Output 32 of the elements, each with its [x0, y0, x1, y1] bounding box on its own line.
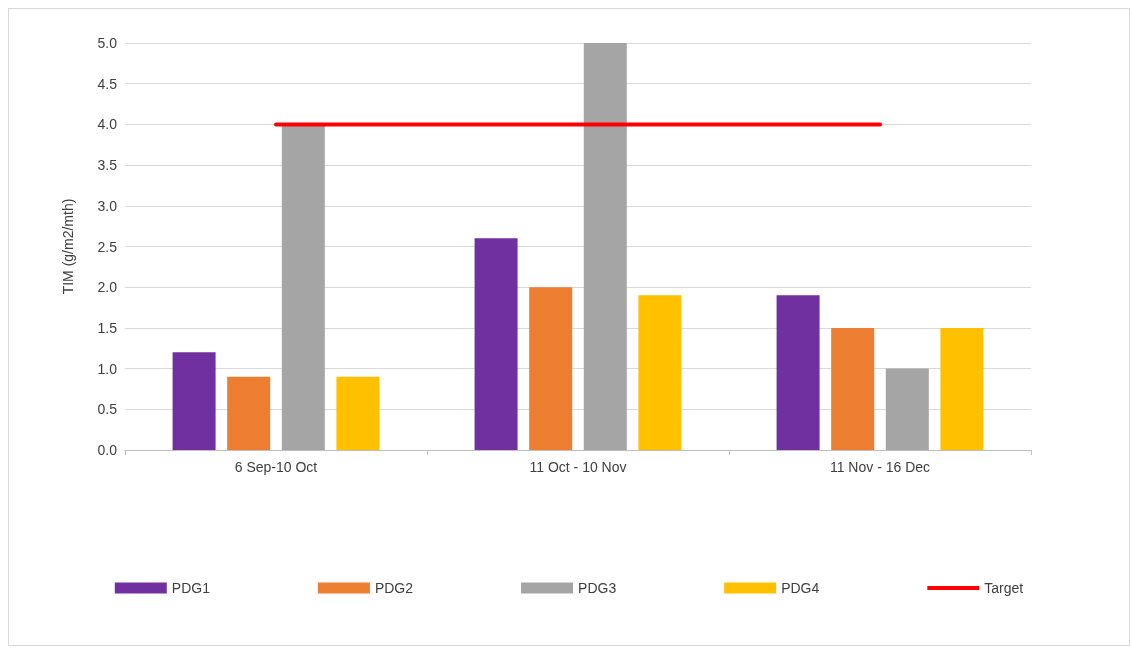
bar	[583, 43, 627, 450]
y-tick-label: 4.5	[97, 75, 118, 92]
y-axis-title: TIM (g/m2/mth)	[60, 198, 76, 295]
bar	[831, 327, 875, 450]
bar	[776, 295, 820, 450]
bar	[638, 295, 682, 450]
y-tick-label: 1.5	[97, 319, 118, 336]
x-tick-label: 11 Oct - 10 Nov	[529, 459, 627, 475]
x-tick-label: 11 Nov - 16 Dec	[829, 459, 931, 475]
bar	[281, 124, 325, 450]
y-tick-label: 2.5	[97, 238, 118, 255]
legend-label: PDG3	[578, 580, 617, 596]
legend-label: PDG2	[374, 580, 414, 596]
legend-label: PDG1	[171, 580, 211, 596]
bar	[172, 352, 216, 450]
legend-label: PDG4	[781, 580, 820, 596]
bar	[940, 327, 984, 450]
y-tick-label: 0.0	[97, 442, 118, 458]
bar	[885, 368, 929, 450]
bar	[227, 376, 271, 450]
y-tick-label: 3.0	[97, 197, 118, 214]
bar	[336, 376, 380, 450]
legend-label: Target	[984, 580, 1024, 596]
x-tick-label: 6 Sep-10 Oct	[234, 459, 318, 475]
y-tick-label: 0.5	[97, 401, 118, 418]
y-tick-label: 5.0	[97, 35, 118, 51]
y-tick-label: 4.0	[97, 116, 118, 133]
bar	[474, 238, 518, 450]
bar	[529, 287, 573, 450]
y-tick-label: 1.0	[97, 360, 118, 377]
y-tick-label: 2.0	[97, 279, 118, 296]
y-tick-label: 3.5	[97, 157, 118, 174]
